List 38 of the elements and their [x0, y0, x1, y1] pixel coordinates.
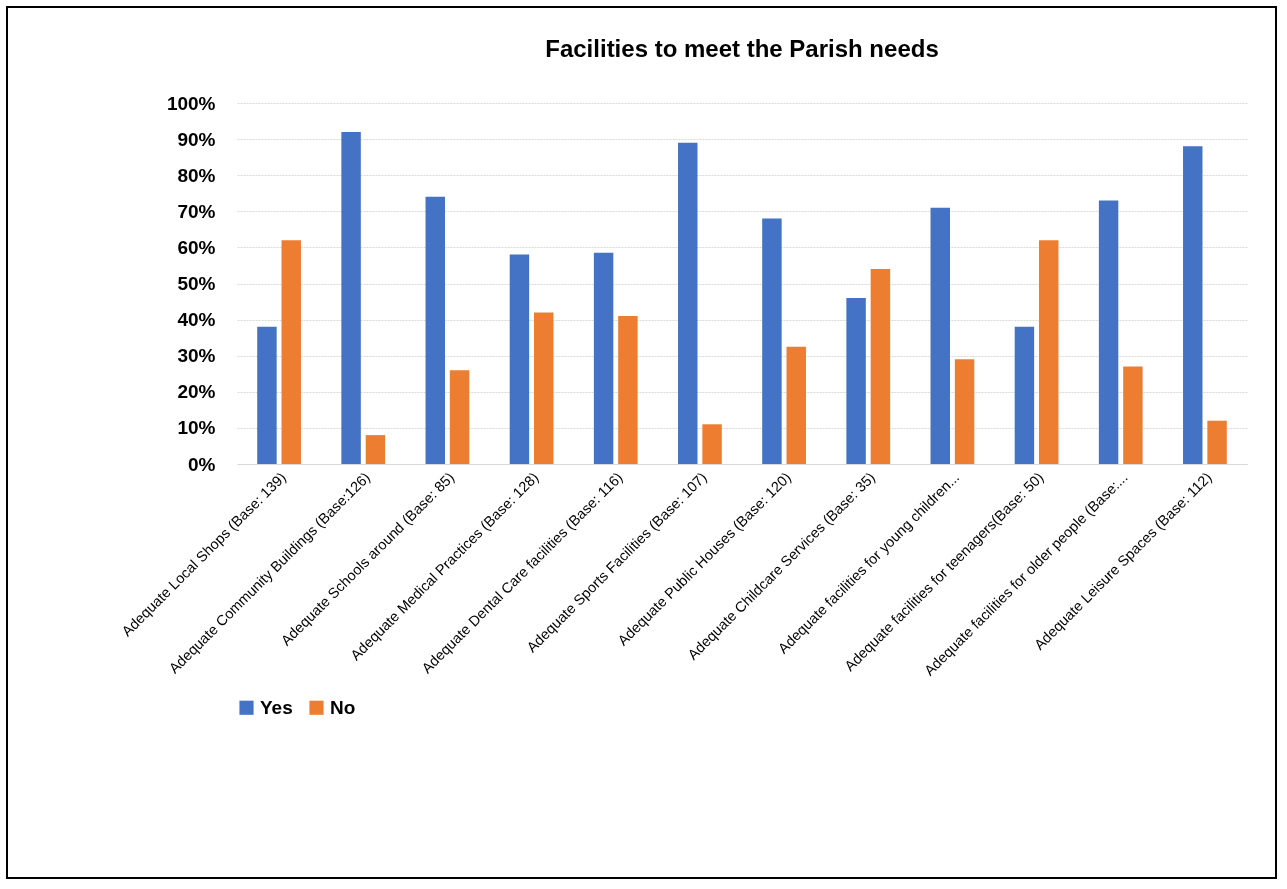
- bar: [281, 240, 301, 464]
- bar: [449, 370, 470, 464]
- bar: [1123, 366, 1143, 464]
- bar: [593, 252, 614, 464]
- y-tick-label: 100%: [166, 92, 216, 114]
- bar: [341, 131, 361, 464]
- bar: [509, 254, 530, 464]
- y-tick-label: 60%: [177, 236, 216, 258]
- chart-title: Facilities to meet the Parish needs: [545, 35, 939, 62]
- bar: [1183, 146, 1203, 464]
- bar: [534, 312, 554, 464]
- bar: [786, 346, 806, 464]
- bar: [954, 359, 975, 464]
- bar: [257, 326, 277, 464]
- bar: [425, 196, 445, 464]
- bar: [762, 218, 782, 464]
- bar: [870, 269, 891, 464]
- bar: [1039, 240, 1059, 464]
- y-tick-label: 10%: [177, 417, 216, 439]
- legend-label: Yes: [260, 696, 293, 718]
- y-tick-label: 0%: [188, 453, 216, 475]
- y-tick-label: 90%: [177, 128, 216, 150]
- y-tick-label: 80%: [177, 164, 216, 186]
- bar: [618, 315, 638, 464]
- bar: [1207, 420, 1227, 464]
- bar: [678, 142, 698, 464]
- bar: [702, 424, 722, 464]
- legend-label: No: [330, 696, 356, 718]
- bar: [1098, 200, 1119, 464]
- y-tick-label: 40%: [177, 309, 216, 331]
- y-tick-label: 30%: [177, 345, 216, 367]
- bar: [1014, 326, 1035, 464]
- y-tick-label: 70%: [177, 200, 216, 222]
- bar: [365, 435, 386, 464]
- y-tick-label: 50%: [177, 273, 216, 294]
- bar: [846, 297, 866, 464]
- bar: [930, 207, 950, 464]
- y-tick-label: 20%: [177, 381, 216, 403]
